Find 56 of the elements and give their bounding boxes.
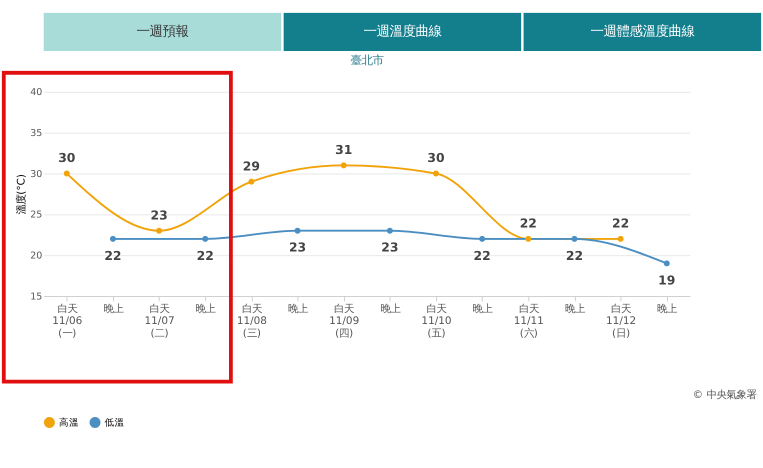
point (664, 260, 670, 266)
data-label: 30 (427, 151, 445, 166)
point (432, 170, 440, 177)
x-tick-label: 晚上 (380, 302, 400, 315)
x-tick-label: 白天 11/09 (四) (329, 302, 360, 340)
point (156, 228, 162, 234)
x-tick-label: 白天 11/11 (六) (514, 302, 544, 340)
x-tick-label: 白天 11/12 (日) (606, 302, 636, 340)
point (110, 236, 116, 242)
point (618, 236, 624, 242)
legend-label: 低溫 (104, 416, 125, 428)
x-tick-label: 白天 11/10 (五) (421, 302, 452, 340)
data-label: 23 (288, 240, 306, 255)
text: 一週溫度曲線 (363, 24, 442, 40)
x-tick-label: 白天 11/08 (三) (236, 302, 267, 340)
x-tick-label: 白天 11/07 (二) (144, 302, 175, 340)
chart-title: 臺北市 (350, 53, 384, 68)
data-label: 22 (474, 248, 491, 263)
y-tick-label: 15 (30, 291, 42, 302)
x-tick-label: 晚上 (564, 302, 585, 315)
x-tick-label: 白天 11/06 (一) (52, 302, 82, 340)
point (202, 236, 208, 242)
data-label: 30 (58, 151, 76, 166)
x-tick-label: 晚上 (103, 302, 124, 315)
point (340, 162, 347, 168)
data-label: 22 (566, 248, 584, 263)
data-label: 19 (658, 273, 676, 288)
x-tick-label: 晚上 (196, 302, 216, 315)
data-label: 22 (104, 248, 122, 263)
point (479, 236, 486, 242)
data-label: 22 (612, 216, 630, 230)
text: 一週預報 (136, 24, 188, 40)
x-tick-label: 晚上 (472, 302, 493, 315)
x-tick-label: 晚上 (657, 302, 678, 315)
point (248, 178, 254, 185)
legend-label: 高溫 (58, 416, 79, 428)
text: 一週體感溫度曲線 (590, 24, 694, 40)
text: © 中央氣象署 (692, 388, 756, 401)
y-axis-title: 溫度(°C) (15, 174, 28, 215)
data-label: 23 (381, 240, 398, 255)
y-tick-label: 35 (30, 128, 42, 139)
y-tick-label: 30 (30, 168, 42, 180)
data-label: 31 (335, 142, 352, 157)
point (294, 228, 301, 234)
data-label: 22 (520, 216, 537, 230)
data-label: 22 (196, 248, 214, 263)
point (386, 228, 393, 234)
y-tick-label: 40 (30, 87, 42, 98)
y-tick-label: 25 (30, 210, 42, 221)
data-label: 23 (150, 208, 168, 222)
point (571, 236, 578, 242)
point (64, 170, 70, 177)
point (525, 236, 532, 242)
y-tick-label: 20 (30, 250, 42, 262)
data-label: 29 (242, 159, 260, 174)
x-tick-label: 晚上 (288, 302, 308, 315)
